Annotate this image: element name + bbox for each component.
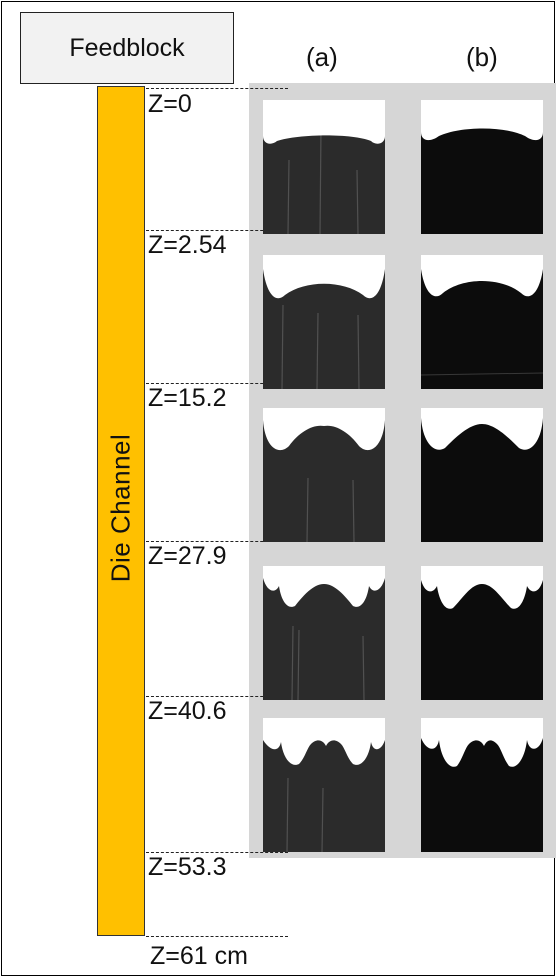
position-label-z40-6: Z=40.6	[148, 697, 227, 725]
feedblock-box: Feedblock	[20, 12, 234, 84]
position-label-z61: Z=61 cm	[150, 942, 248, 970]
interface-photo-a-z15-2	[263, 408, 385, 542]
position-label-z15-2: Z=15.2	[148, 384, 227, 412]
die-channel-bar	[97, 86, 145, 936]
position-marker-z27-9	[146, 541, 288, 542]
column-label-a: (a)	[306, 42, 338, 72]
position-marker-z2-54	[146, 230, 288, 231]
interface-photo-a-z0	[263, 100, 385, 234]
interface-photo-b-z15-2	[421, 408, 543, 542]
interface-photo-b-z40-6	[421, 718, 543, 852]
die-channel-label: Die Channel	[105, 433, 136, 583]
interface-photo-b-z2-54	[421, 255, 543, 389]
position-label-z0: Z=0	[148, 90, 192, 118]
interface-photo-b-z27-9	[421, 566, 543, 700]
interface-photo-b-z0	[421, 100, 543, 234]
position-marker-z0	[146, 88, 288, 89]
interface-photo-a-z27-9	[263, 566, 385, 700]
position-marker-z15-2	[146, 383, 288, 384]
position-marker-z40-6	[146, 696, 288, 697]
position-marker-z53-3	[146, 852, 288, 853]
position-label-z2-54: Z=2.54	[148, 231, 227, 259]
interface-photo-a-z40-6	[263, 718, 385, 852]
position-marker-z61	[146, 936, 288, 937]
position-label-z53-3: Z=53.3	[148, 853, 227, 881]
position-label-z27-9: Z=27.9	[148, 542, 227, 570]
feedblock-label: Feedblock	[69, 33, 185, 62]
column-label-b: (b)	[466, 42, 498, 72]
interface-photo-a-z2-54	[263, 255, 385, 389]
